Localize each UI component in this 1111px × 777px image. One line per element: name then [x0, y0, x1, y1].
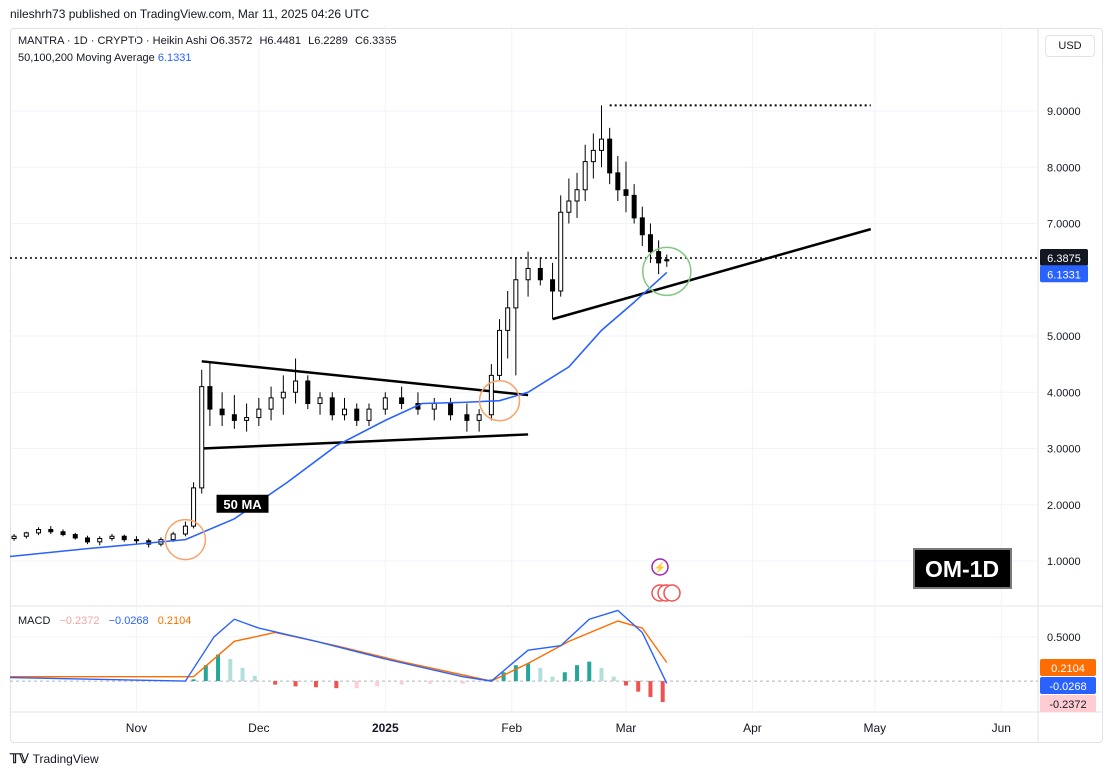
ohlc-close: C6.3365 [354, 35, 397, 47]
macd-legend-hist: −0.2372 [59, 615, 100, 627]
tradingview-brand: TradingView [32, 752, 99, 766]
ma-legend-label: 50,100,200 Moving Average [18, 52, 155, 64]
ohlc-low: L6.2289 [308, 35, 348, 47]
macd-legend-label: MACD [18, 615, 51, 627]
ohlc-high: H6.4481 [259, 35, 302, 47]
tradingview-logo-icon: 𝕋𝕍 [10, 751, 29, 766]
macd-legend: MACD −0.2372 −0.0268 0.2104 [18, 615, 191, 627]
currency-button[interactable]: USD [1045, 35, 1095, 57]
ma-legend: 50,100,200 Moving Average 6.1331 [18, 52, 192, 64]
symbol-name: MANTRA · 1D · CRYPTO · Heikin Ashi [18, 35, 208, 47]
ohlc-open: O6.3572 [210, 35, 253, 47]
chart-card [10, 28, 1103, 743]
symbol-legend: MANTRA · 1D · CRYPTO · Heikin Ashi O6.35… [18, 35, 401, 47]
macd-legend-signal: 0.2104 [157, 615, 192, 627]
publisher-line: nileshrh73 published on TradingView.com,… [10, 7, 370, 21]
tradingview-footer[interactable]: 𝕋𝕍 TradingView [10, 751, 99, 767]
ma-legend-value: 6.1331 [157, 52, 192, 64]
macd-legend-macd: −0.0268 [108, 615, 149, 627]
